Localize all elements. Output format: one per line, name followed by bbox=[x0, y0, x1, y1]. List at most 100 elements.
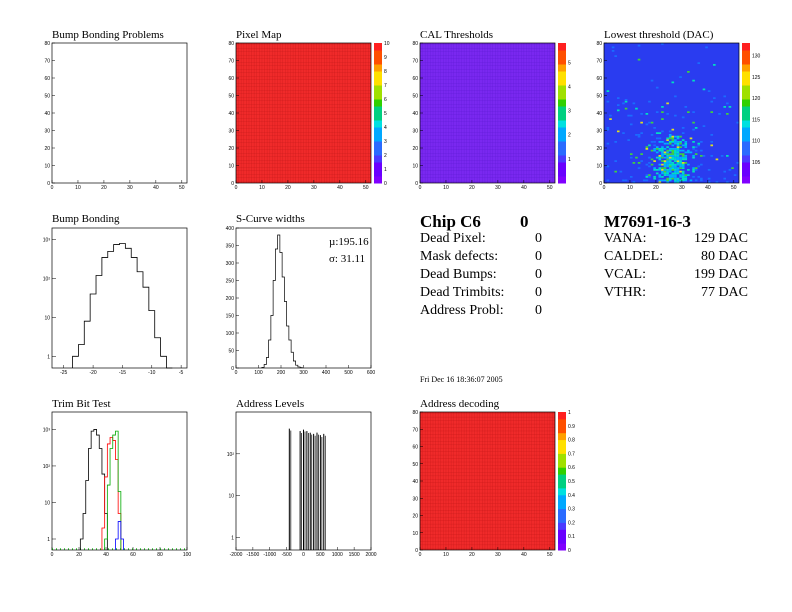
trim-ytick-label: 10² bbox=[43, 464, 51, 470]
lowest-threshold-cell bbox=[671, 177, 675, 180]
lowest-threshold-colorbar-cell bbox=[742, 134, 750, 142]
pixel-map-xtick-label: 10 bbox=[259, 185, 265, 191]
lowest-threshold-cell bbox=[668, 135, 672, 138]
lowest-threshold-cell bbox=[661, 118, 664, 120]
lowest-threshold-cell bbox=[655, 148, 659, 150]
pixel-map-xtick-label: 30 bbox=[311, 185, 317, 191]
pixel-map-zlabel: 8 bbox=[384, 69, 387, 75]
lowest-threshold-cell bbox=[676, 142, 680, 145]
lowest-threshold-cell bbox=[681, 153, 685, 155]
lowest-threshold-cell bbox=[658, 181, 662, 183]
lowest-threshold-cell bbox=[687, 71, 690, 73]
lowest-threshold-cell bbox=[668, 141, 672, 143]
lowest-threshold-cell bbox=[679, 141, 682, 143]
lowest-threshold-cell bbox=[668, 134, 672, 136]
lowest-threshold-cell bbox=[614, 160, 617, 162]
lowest-threshold-cell bbox=[666, 151, 669, 154]
lowest-threshold-colorbar-cell bbox=[742, 71, 750, 79]
pixel-map-xtick-label: 50 bbox=[363, 185, 369, 191]
lowest-threshold-cell bbox=[650, 79, 654, 82]
address-decoding-ytick-label: 60 bbox=[412, 445, 418, 451]
lowest-threshold-cell bbox=[679, 162, 682, 164]
lowest-threshold-cell bbox=[681, 179, 685, 182]
trim-ytick-label: 10³ bbox=[43, 427, 51, 433]
lowest-threshold-cell bbox=[661, 172, 664, 175]
pixel-map-colorbar-cell bbox=[374, 169, 382, 177]
pixel-map-colorbar-cell bbox=[374, 71, 382, 79]
lowest-threshold-xtick-label: 10 bbox=[627, 185, 633, 191]
trim-xtick-label: 80 bbox=[157, 552, 163, 558]
lowest-threshold-cell bbox=[648, 121, 651, 124]
lowest-threshold-cell bbox=[668, 165, 672, 168]
lowest-threshold-cell bbox=[694, 167, 698, 169]
lowest-threshold-cell bbox=[692, 148, 695, 150]
lowest-threshold-cell bbox=[671, 128, 675, 131]
lowest-threshold-cell bbox=[635, 156, 638, 159]
lowest-threshold-colorbar-cell bbox=[742, 120, 750, 128]
lowest-threshold-cell bbox=[619, 170, 623, 173]
lowest-threshold-cell bbox=[707, 181, 711, 183]
address-decoding-title: Address decoding bbox=[420, 398, 500, 410]
pixel-map-colorbar-cell bbox=[374, 155, 382, 163]
lowest-threshold-cell bbox=[650, 163, 654, 166]
address-decoding-zlabel: 0.9 bbox=[568, 424, 575, 430]
lowest-threshold-cell bbox=[611, 46, 615, 49]
lowest-threshold-cell bbox=[684, 151, 688, 154]
lowest-threshold-cell bbox=[674, 170, 677, 173]
trim-ytick-label: 10 bbox=[44, 500, 50, 506]
chip-row-value: 0 bbox=[535, 303, 542, 318]
lowest-threshold-cell bbox=[694, 179, 698, 182]
address-decoding-xtick-label: 10 bbox=[443, 552, 449, 558]
lowest-threshold-cell bbox=[658, 156, 662, 159]
lowest-threshold-cell bbox=[681, 165, 685, 168]
scurve-ytick-label: 0 bbox=[231, 366, 234, 372]
lowest-threshold-cell bbox=[671, 151, 675, 154]
pixel-map-colorbar-cell bbox=[374, 176, 382, 184]
lowest-threshold-cell bbox=[606, 128, 610, 131]
trim-xtick-label: 60 bbox=[130, 552, 136, 558]
lowest-threshold-cell bbox=[723, 170, 727, 173]
lowest-threshold-cell bbox=[640, 113, 643, 115]
lowest-threshold-cell bbox=[661, 148, 664, 150]
lowest-threshold-cell bbox=[661, 170, 664, 173]
lowest-threshold-colorbar-cell bbox=[742, 113, 750, 121]
module-row-value: 77 DAC bbox=[700, 285, 748, 300]
address-levels-ytick-label: 1 bbox=[231, 535, 234, 541]
pixel-map-ytick-label: 50 bbox=[228, 94, 234, 100]
lowest-threshold-cell bbox=[668, 163, 672, 166]
address-decoding-colorbar-cell bbox=[558, 412, 566, 420]
module-row-value: 80 DAC bbox=[700, 249, 748, 264]
lowest-threshold-cell bbox=[624, 99, 628, 101]
lowest-threshold-cell bbox=[668, 177, 672, 180]
lowest-threshold-cell bbox=[606, 90, 610, 92]
bump-problems-xtick-label: 40 bbox=[153, 185, 159, 191]
cal-thresholds-colorbar-cell bbox=[558, 155, 566, 163]
chip-row-label: Dead Pixel: bbox=[420, 231, 486, 246]
lowest-threshold-cell bbox=[700, 177, 703, 180]
lowest-threshold-cell bbox=[658, 137, 662, 140]
lowest-threshold-cell bbox=[676, 177, 680, 180]
cal-thresholds-ytick-label: 70 bbox=[412, 59, 418, 65]
pixel-map-ytick-label: 70 bbox=[228, 59, 234, 65]
lowest-threshold-cell bbox=[640, 160, 643, 162]
lowest-threshold-cell bbox=[650, 121, 654, 124]
address-decoding-colorbar-cell bbox=[558, 446, 566, 454]
address-decoding-zlabel: 0.6 bbox=[568, 465, 575, 471]
lowest-threshold-cell bbox=[681, 177, 685, 180]
lowest-threshold-cell bbox=[661, 146, 664, 148]
lowest-threshold-cell bbox=[606, 179, 610, 182]
lowest-threshold-xtick-label: 50 bbox=[731, 185, 737, 191]
lowest-threshold-cell bbox=[700, 141, 703, 143]
chip-number: 0 bbox=[520, 212, 529, 231]
lowest-threshold-cell bbox=[653, 177, 656, 180]
lowest-threshold-cell bbox=[606, 142, 610, 145]
address-decoding-colorbar-cell bbox=[558, 487, 566, 496]
lowest-threshold-cell bbox=[663, 163, 667, 166]
lowest-threshold-cell bbox=[679, 76, 682, 78]
lowest-threshold-cell bbox=[676, 158, 680, 161]
cal-thresholds-colorbar-cell bbox=[558, 106, 566, 114]
bump-problems-frame bbox=[51, 42, 188, 184]
lowest-threshold-cell bbox=[655, 146, 659, 148]
lowest-threshold-cell bbox=[666, 137, 669, 140]
bump-problems-title: Bump Bonding Problems bbox=[52, 29, 164, 41]
